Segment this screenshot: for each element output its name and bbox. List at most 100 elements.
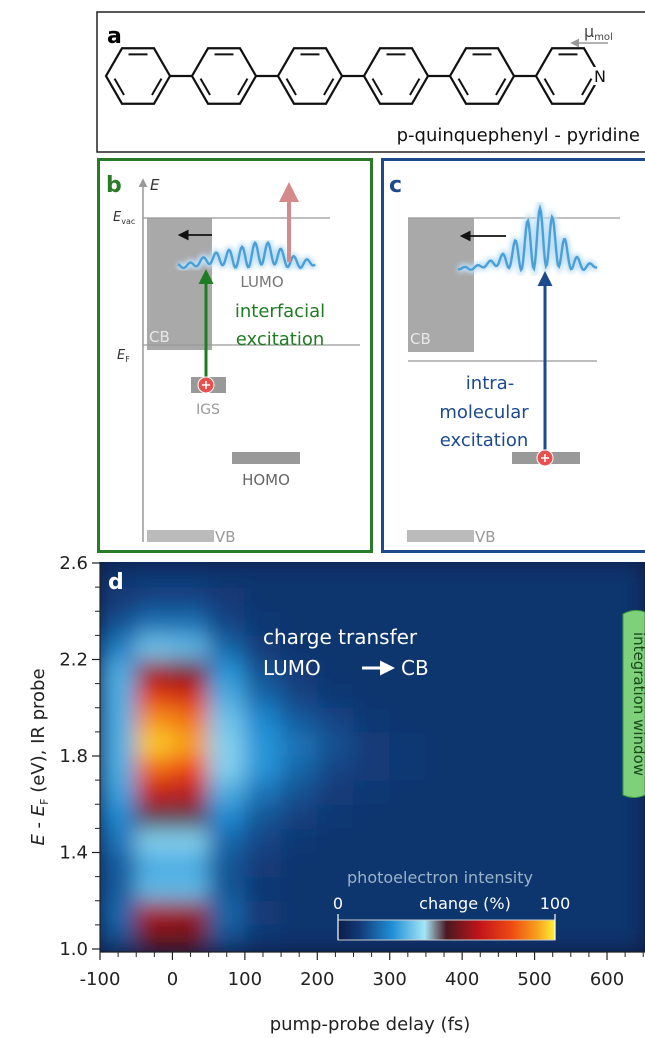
heatmap-cell <box>208 586 246 612</box>
heatmap-cell <box>244 803 282 829</box>
heatmap-cell <box>171 755 210 781</box>
hole-plus <box>541 454 549 462</box>
evac-sub: vac <box>121 217 135 226</box>
x-axis-label: pump-probe delay (fs) <box>270 1014 471 1035</box>
evac-label: Evac <box>113 210 135 226</box>
heatmap-cell <box>461 610 499 636</box>
heatmap-cell <box>497 731 536 757</box>
heatmap-cell <box>316 755 355 781</box>
heatmap-cell <box>389 779 427 805</box>
heatmap-cell <box>316 562 355 588</box>
excitation-label: molecular <box>439 402 529 423</box>
mu-sub: mol <box>594 32 613 43</box>
heatmap-cell <box>534 876 572 902</box>
heatmap-cell <box>171 610 210 636</box>
heatmap-cell <box>280 755 318 781</box>
heatmap-cell <box>389 803 427 829</box>
x-tick-label: 500 <box>517 969 551 990</box>
heatmap-cell <box>100 900 137 926</box>
heatmap-cell <box>316 827 355 853</box>
panel-label: d <box>108 570 124 595</box>
heatmap-cell <box>208 731 246 757</box>
heatmap-cell <box>244 852 282 878</box>
heatmap-cell <box>244 755 282 781</box>
heatmap-cell <box>208 634 246 660</box>
heatmap-cell <box>135 779 173 805</box>
heatmap-cell <box>497 755 536 781</box>
excitation-label: intra- <box>466 373 514 394</box>
heatmap-cell <box>461 779 499 805</box>
heatmap-cell <box>280 659 318 685</box>
heatmap-cell <box>353 683 391 709</box>
heatmap-cell <box>208 803 246 829</box>
heatmap-cell <box>208 827 246 853</box>
heatmap-cell <box>280 586 318 612</box>
heatmap-cell <box>570 803 608 829</box>
heatmap-cell <box>208 683 246 709</box>
double-bond <box>543 78 555 96</box>
heatmap-cell <box>100 634 137 660</box>
heatmap-cell <box>389 586 427 612</box>
panel-c-frame <box>381 158 645 553</box>
heatmap-cell <box>606 852 644 878</box>
heatmap-cell <box>244 562 282 588</box>
heatmap-cell <box>570 562 608 588</box>
heatmap-cell <box>244 683 282 709</box>
heatmap-cell <box>244 586 282 612</box>
ylabel-part: F <box>38 799 51 805</box>
heatmap-cell <box>353 876 391 902</box>
heatmap-cell <box>280 562 318 588</box>
double-bond <box>495 78 507 96</box>
integration-label: integration window <box>630 632 645 776</box>
heatmap-cell <box>280 707 318 733</box>
heatmap-cell <box>461 803 499 829</box>
heatmap-cell <box>497 852 536 878</box>
double-bond <box>371 78 383 96</box>
y-tick-label: 2.6 <box>59 553 88 574</box>
heatmap-cell <box>316 876 355 902</box>
heatmap-cell <box>353 610 391 636</box>
heatmap-cell <box>171 876 210 902</box>
molecule: N <box>104 47 607 105</box>
x-tick-label: 600 <box>590 969 624 990</box>
heatmap-cell <box>534 803 572 829</box>
heatmap-cell <box>100 683 137 709</box>
heatmap-cell <box>244 779 282 805</box>
colorbar-title: change (%) <box>419 894 511 913</box>
double-bond <box>581 78 593 96</box>
heatmap-cell <box>389 707 427 733</box>
heatmap-cell <box>135 755 173 781</box>
y-tick-label: 2.2 <box>59 650 88 671</box>
ring <box>104 47 172 105</box>
y-axis-label: E - EF (eV), IR probe <box>28 668 51 845</box>
x-tick-label: 0 <box>167 969 178 990</box>
heatmap-cell <box>353 586 391 612</box>
heatmap-cell <box>389 634 427 660</box>
heatmap-cell <box>353 707 391 733</box>
heatmap-cell <box>606 562 644 588</box>
heatmap-cell <box>606 827 644 853</box>
heatmap-cell <box>425 683 463 709</box>
transfer-from: LUMO <box>263 656 321 680</box>
excitation-label: excitation <box>440 430 529 451</box>
heatmap-cell <box>389 876 427 902</box>
heatmap-cell <box>497 683 536 709</box>
heatmap-cell <box>534 731 572 757</box>
y-tick-label: 1.0 <box>59 939 88 960</box>
heatmap-cell <box>606 586 644 612</box>
heatmap-cell <box>171 803 210 829</box>
heatmap-cell <box>534 707 572 733</box>
wave-packet <box>176 237 318 272</box>
heatmap-cell <box>461 659 499 685</box>
heatmap-cell <box>461 634 499 660</box>
heatmap-cell <box>135 562 173 588</box>
heatmap-cell <box>244 731 282 757</box>
heatmap-cell <box>100 755 137 781</box>
heatmap-cell <box>135 900 173 926</box>
vb-label: VB <box>475 528 496 546</box>
heatmap-cell <box>100 827 137 853</box>
heatmap-cell <box>280 779 318 805</box>
heatmap-cell <box>100 659 137 685</box>
heatmap-cell <box>353 731 391 757</box>
